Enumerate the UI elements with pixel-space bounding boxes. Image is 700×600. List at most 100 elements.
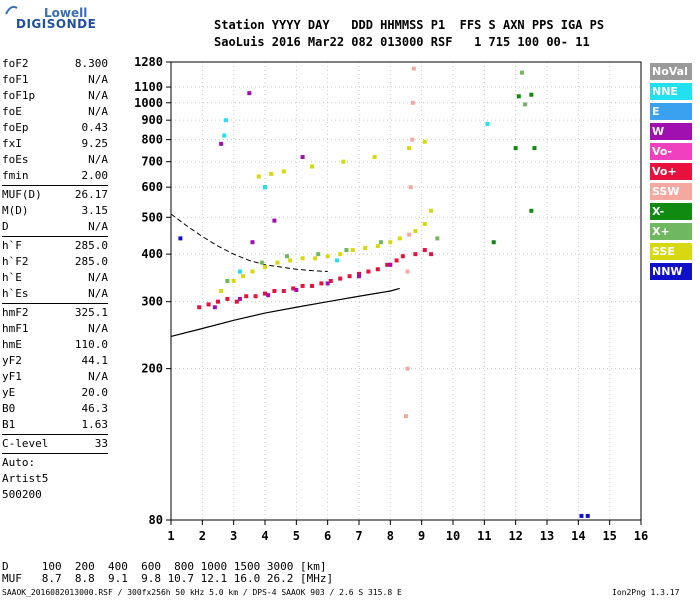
echo-point bbox=[237, 296, 242, 301]
echo-point bbox=[405, 366, 410, 371]
y-tick-label: 1000 bbox=[134, 96, 163, 110]
param-value: 0.43 bbox=[81, 121, 109, 134]
echo-point bbox=[532, 146, 537, 151]
legend-item: E bbox=[650, 103, 692, 120]
param-label: foF1p bbox=[2, 89, 36, 102]
echo-point bbox=[413, 229, 418, 234]
logo-lowell: Lowell bbox=[44, 6, 88, 20]
x-tick-label: 6 bbox=[324, 529, 331, 543]
echo-point bbox=[219, 289, 224, 293]
param-row: fmin 2.00 bbox=[2, 168, 108, 184]
dashed-profile-line bbox=[170, 213, 328, 273]
param-value: N/A bbox=[88, 220, 108, 233]
legend: NoVal NNE E W Vo- Vo+ SSW X- X+ SSE NNW bbox=[650, 63, 692, 283]
x-tick-label: 7 bbox=[355, 529, 362, 543]
echo-point bbox=[397, 236, 402, 241]
echo-point bbox=[275, 260, 280, 265]
echo-point bbox=[294, 287, 299, 292]
echo-point bbox=[219, 141, 224, 146]
y-tick-label: 600 bbox=[141, 180, 163, 194]
param-label: Auto: bbox=[2, 456, 36, 469]
y-tick-label: 80 bbox=[149, 513, 163, 527]
echo-point bbox=[222, 133, 227, 138]
param-value: N/A bbox=[88, 89, 108, 102]
echo-point bbox=[335, 258, 340, 263]
y-tick-label: 500 bbox=[141, 210, 163, 224]
echo-point bbox=[516, 94, 521, 99]
x-tick-label: 5 bbox=[293, 529, 300, 543]
param-label: Artist5 bbox=[2, 472, 49, 485]
legend-item: SSE bbox=[650, 243, 692, 260]
param-row: foF2 8.300 bbox=[2, 56, 108, 72]
param-label: foEp bbox=[2, 121, 29, 134]
param-row: yF1 N/A bbox=[2, 369, 108, 385]
parameters-panel: foF2 8.300 foF1 N/A foF1p N/A foE N/A foEp 0.43 fx… bbox=[2, 56, 108, 503]
echo-point bbox=[435, 236, 440, 241]
param-value: 285.0 bbox=[74, 239, 108, 252]
legend-item: Vo+ bbox=[650, 163, 692, 180]
echo-point bbox=[234, 299, 239, 304]
param-row: foEp 0.43 bbox=[2, 120, 108, 136]
param-label: foF1 bbox=[2, 73, 29, 86]
echo-point bbox=[212, 305, 217, 310]
echo-point bbox=[513, 146, 518, 151]
legend-item: NNE bbox=[650, 83, 692, 100]
param-row: C-level 33 bbox=[2, 436, 108, 452]
echo-point bbox=[288, 258, 293, 263]
echo-point bbox=[247, 91, 252, 96]
legend-item: X+ bbox=[650, 223, 692, 240]
echo-point bbox=[429, 208, 434, 213]
logo-digisonde: DIGISONDE bbox=[16, 17, 97, 31]
echo-point bbox=[250, 240, 255, 245]
echo-point bbox=[408, 185, 413, 190]
echo-point bbox=[350, 248, 355, 253]
echo-point bbox=[523, 102, 528, 107]
echo-point bbox=[338, 252, 343, 257]
echo-point bbox=[388, 262, 393, 267]
param-row: D N/A bbox=[2, 219, 108, 235]
param-row: MUF(D) 26.17 bbox=[2, 187, 108, 203]
param-row: B1 1.63 bbox=[2, 417, 108, 433]
param-row: h`Es N/A bbox=[2, 286, 108, 302]
echo-point bbox=[372, 155, 377, 160]
param-label: yE bbox=[2, 386, 16, 399]
param-value: 44.1 bbox=[81, 354, 109, 367]
param-value: N/A bbox=[88, 153, 108, 166]
param-label: yF1 bbox=[2, 370, 22, 383]
echo-point bbox=[300, 256, 305, 261]
param-row: hmF1 N/A bbox=[2, 321, 108, 337]
x-tick-label: 13 bbox=[540, 529, 554, 543]
param-row: M(D) 3.15 bbox=[2, 203, 108, 219]
echo-point bbox=[250, 269, 255, 274]
param-label: hmF2 bbox=[2, 306, 29, 319]
echo-point bbox=[284, 254, 289, 259]
echo-point bbox=[263, 291, 267, 296]
echo-point bbox=[407, 232, 412, 237]
echo-point bbox=[405, 269, 410, 274]
echo-point bbox=[237, 269, 242, 274]
params-separator bbox=[2, 236, 108, 237]
param-label: fxI bbox=[2, 137, 22, 150]
param-label: h`F2 bbox=[2, 255, 29, 268]
x-tick-label: 10 bbox=[446, 529, 460, 543]
muf-scale-row: MUF 8.7 8.8 9.1 9.8 10.7 12.1 16.0 26.2 … bbox=[2, 572, 334, 585]
x-tick-label: 4 bbox=[261, 529, 268, 543]
plot-frame bbox=[170, 61, 642, 521]
x-tick-label: 3 bbox=[230, 529, 237, 543]
param-label: foEs bbox=[2, 153, 29, 166]
param-row: foF1p N/A bbox=[2, 88, 108, 104]
echo-point bbox=[429, 252, 434, 257]
param-row: foE N/A bbox=[2, 104, 108, 120]
echo-point bbox=[259, 260, 264, 265]
echo-point bbox=[272, 289, 277, 293]
footer-version: Ion2Png 1.3.17 bbox=[612, 588, 680, 597]
echo-point bbox=[407, 146, 412, 151]
param-value: 8.300 bbox=[74, 57, 108, 70]
echo-point bbox=[178, 236, 183, 241]
param-label: foE bbox=[2, 105, 22, 118]
distance-scale-row: D 100 200 400 600 800 1000 1500 3000 [km… bbox=[2, 560, 327, 573]
param-value: 46.3 bbox=[81, 402, 109, 415]
echo-point bbox=[341, 159, 346, 164]
legend-item: NoVal bbox=[650, 63, 692, 80]
echo-point bbox=[328, 278, 333, 283]
